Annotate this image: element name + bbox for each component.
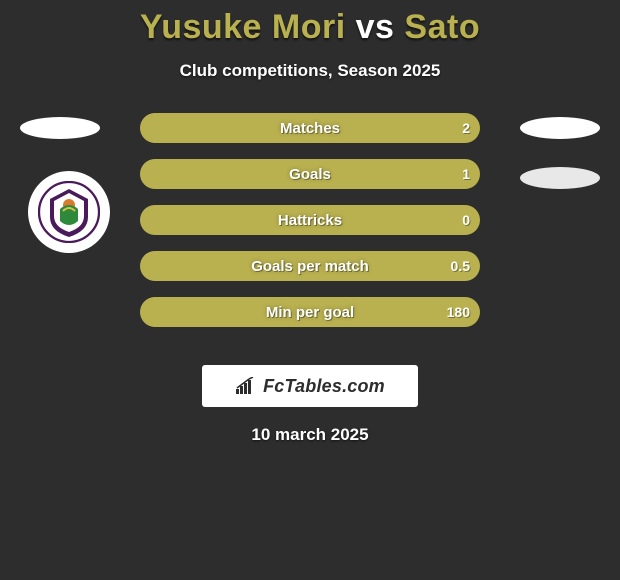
stat-row-matches: Matches2 bbox=[140, 113, 480, 143]
stat-bar-bg bbox=[140, 205, 480, 235]
player2-name: Sato bbox=[404, 8, 480, 46]
stat-row-goals: Goals1 bbox=[140, 159, 480, 189]
subtitle: Club competitions, Season 2025 bbox=[0, 61, 620, 81]
branding-text: FcTables.com bbox=[263, 376, 385, 397]
stat-bar-bg bbox=[140, 251, 480, 281]
stat-bar-left bbox=[140, 251, 310, 281]
stat-bar-right bbox=[310, 205, 480, 235]
stat-bar-right bbox=[310, 297, 480, 327]
stat-bar-bg bbox=[140, 159, 480, 189]
vs-word: vs bbox=[356, 8, 395, 46]
club-crest-icon bbox=[38, 181, 100, 243]
player1-name: Yusuke Mori bbox=[140, 8, 346, 46]
player2-club-placeholder bbox=[520, 167, 600, 189]
stat-bar-left bbox=[140, 297, 310, 327]
fctables-logo-icon bbox=[235, 377, 257, 395]
branding-box[interactable]: FcTables.com bbox=[202, 365, 418, 407]
stat-bar-left bbox=[140, 113, 310, 143]
stat-bar-right bbox=[310, 159, 480, 189]
stat-bar-right bbox=[310, 251, 480, 281]
comparison-stage: Matches2 Goals1 Hattricks0 Goals per match0… bbox=[0, 113, 620, 353]
stat-bars: Matches2 Goals1 Hattricks0 Goals per match0… bbox=[140, 113, 480, 343]
player1-photo-placeholder bbox=[20, 117, 100, 139]
stat-bar-right bbox=[310, 113, 480, 143]
stat-row-hattricks: Hattricks0 bbox=[140, 205, 480, 235]
stat-bar-bg bbox=[140, 113, 480, 143]
page-title: Yusuke Mori vs Sato bbox=[0, 0, 620, 47]
stat-bar-left bbox=[140, 159, 310, 189]
player1-club-crest bbox=[28, 171, 110, 253]
stat-row-min-per-goal: Min per goal180 bbox=[140, 297, 480, 327]
player2-photo-placeholder bbox=[520, 117, 600, 139]
stat-row-goals-per-match: Goals per match0.5 bbox=[140, 251, 480, 281]
stat-bar-bg bbox=[140, 297, 480, 327]
date-text: 10 march 2025 bbox=[0, 425, 620, 445]
stat-bar-left bbox=[140, 205, 310, 235]
